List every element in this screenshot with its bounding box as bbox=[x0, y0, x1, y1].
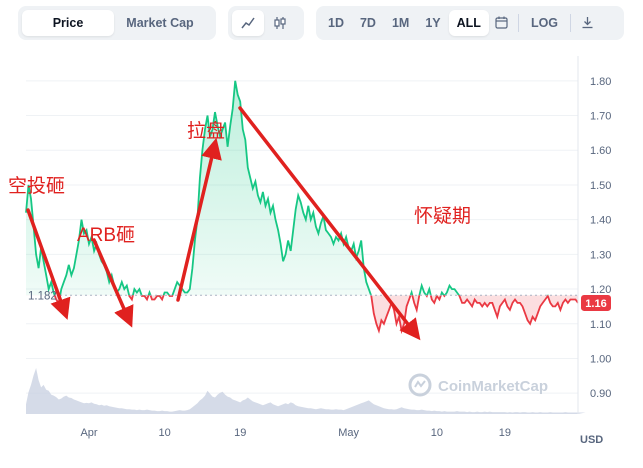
y-tick-label: 1.10 bbox=[590, 319, 611, 331]
x-tick-label: Apr bbox=[80, 427, 97, 439]
tab-market-cap[interactable]: Market Cap bbox=[126, 16, 194, 30]
y-tick-label: 1.70 bbox=[590, 111, 611, 123]
annotation-arrow bbox=[26, 208, 71, 320]
x-tick-label: 19 bbox=[499, 427, 511, 439]
download-button[interactable] bbox=[575, 10, 600, 36]
price-area-up bbox=[26, 80, 460, 296]
toolbar-divider bbox=[517, 14, 519, 32]
annotation-arb-dump: ARB砸 bbox=[77, 225, 136, 246]
y-tick-label: 1.50 bbox=[590, 180, 611, 192]
annotation-arrow bbox=[238, 106, 421, 341]
price-area-down bbox=[26, 295, 578, 331]
x-tick-label: 10 bbox=[159, 427, 171, 439]
watermark-text: CoinMarketCap bbox=[438, 378, 548, 395]
range-1y-button[interactable]: 1Y bbox=[425, 16, 441, 30]
price-type-toggle: Price Market Cap bbox=[18, 6, 216, 40]
price-line-down bbox=[53, 295, 579, 335]
range-1d-button[interactable]: 1D bbox=[328, 16, 344, 30]
current-price-label: 1.16 bbox=[585, 298, 606, 310]
volume-area bbox=[26, 368, 586, 414]
y-tick-label: 1.80 bbox=[590, 76, 611, 88]
candlestick-icon bbox=[274, 17, 286, 29]
y-tick-label: 1.30 bbox=[590, 249, 611, 261]
x-tick-label: 19 bbox=[234, 427, 246, 439]
tab-price[interactable]: Price bbox=[22, 10, 114, 36]
annotation-arrow bbox=[176, 137, 222, 302]
current-price-badge bbox=[581, 294, 611, 311]
y-tick-label: 0.90 bbox=[590, 388, 611, 400]
watermark: CoinMarketCap bbox=[408, 373, 548, 397]
x-tick-label: May bbox=[338, 427, 359, 439]
line-chart-button[interactable] bbox=[232, 10, 264, 36]
y-tick-label: 1.60 bbox=[590, 145, 611, 157]
annotation-airdrop-dump: 空投砸 bbox=[8, 176, 66, 197]
annotation-arrow bbox=[92, 238, 134, 328]
chart-type-toggle bbox=[228, 6, 304, 40]
range-all-button[interactable]: ALL bbox=[448, 10, 489, 36]
annotation-pump: 拉盘 bbox=[187, 121, 226, 142]
reference-price-label: 1.182 bbox=[28, 290, 57, 302]
line-chart-icon bbox=[241, 17, 255, 29]
coinmarketcap-logo-icon bbox=[408, 373, 432, 397]
calendar-button[interactable] bbox=[489, 10, 514, 36]
x-tick-label: 10 bbox=[431, 427, 443, 439]
calendar-icon bbox=[495, 16, 508, 29]
toolbar-divider bbox=[570, 14, 572, 32]
annotation-doubt-phase: 怀疑期 bbox=[414, 206, 472, 227]
y-tick-label: 1.00 bbox=[590, 353, 611, 365]
y-tick-label: 1.20 bbox=[590, 284, 611, 296]
chart-toolbar: Price Market Cap 1D 7D 1M 1Y ALL LOG bbox=[0, 6, 643, 42]
log-scale-button[interactable]: LOG bbox=[530, 16, 559, 30]
download-icon bbox=[582, 17, 593, 29]
time-range-selector: 1D 7D 1M 1Y ALL LOG bbox=[316, 6, 624, 40]
range-7d-button[interactable]: 7D bbox=[359, 16, 376, 30]
candlestick-button[interactable] bbox=[264, 10, 296, 36]
currency-label: USD bbox=[580, 434, 603, 446]
range-1m-button[interactable]: 1M bbox=[391, 16, 410, 30]
y-tick-label: 1.40 bbox=[590, 215, 611, 227]
